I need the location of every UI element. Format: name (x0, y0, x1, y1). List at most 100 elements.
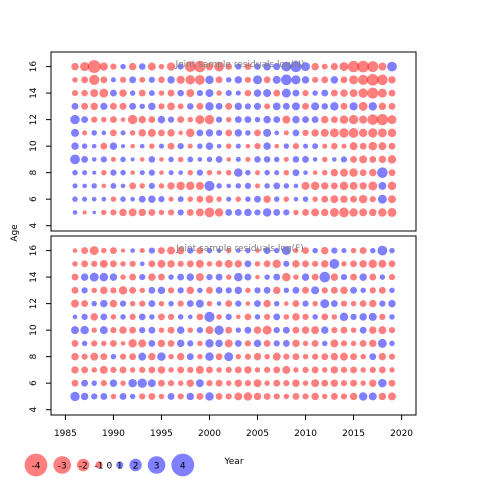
residual-bubble (273, 273, 281, 281)
residual-bubble (368, 102, 378, 111)
residual-bubble (264, 183, 270, 189)
residual-bubble (177, 103, 184, 110)
residual-bubble (291, 102, 300, 111)
residual-bubble (110, 353, 117, 360)
residual-bubble (341, 248, 347, 254)
residual-bubble (168, 274, 174, 280)
residual-bubble (350, 195, 358, 203)
residual-bubble (283, 393, 290, 400)
residual-bubble (187, 156, 194, 163)
residual-bubble (148, 195, 156, 203)
residual-bubble (340, 286, 348, 295)
residual-bubble (184, 61, 196, 72)
residual-bubble (187, 366, 194, 374)
residual-bubble (176, 326, 185, 334)
residual-bubble (139, 261, 145, 267)
residual-bubble (367, 61, 379, 73)
residual-bubble (157, 115, 166, 124)
residual-bubble (245, 301, 251, 306)
residual-bubble (321, 313, 329, 321)
residual-bubble (129, 273, 137, 281)
residual-bubble (322, 393, 328, 400)
residual-bubble (81, 340, 88, 347)
residual-bubble (283, 156, 289, 162)
residual-bubble (139, 273, 146, 281)
residual-bubble (100, 380, 107, 387)
residual-bubble (301, 273, 310, 281)
residual-bubble (214, 325, 224, 335)
residual-bubble (177, 89, 184, 97)
residual-bubble (82, 183, 87, 189)
residual-bubble (168, 353, 174, 360)
panel-frame (50, 51, 417, 232)
residual-bubble (388, 299, 396, 308)
residual-bubble (244, 326, 252, 334)
residual-bubble (350, 155, 358, 163)
residual-bubble (340, 300, 348, 307)
residual-bubble (215, 102, 223, 110)
residual-bubble (322, 156, 328, 163)
residual-bubble (273, 366, 281, 374)
residual-bubble (196, 169, 204, 176)
residual-bubble (339, 62, 349, 72)
residual-bubble (368, 312, 377, 321)
residual-bubble (350, 247, 357, 254)
residual-bubble (128, 339, 137, 348)
residual-bubble (388, 327, 396, 334)
y-axis-title: Age (10, 224, 20, 242)
residual-bubble (312, 300, 318, 307)
residual-bubble (234, 379, 243, 387)
residual-bubble (167, 246, 176, 255)
residual-bubble (177, 314, 184, 320)
residual-bubble (369, 299, 377, 308)
residual-bubble (312, 170, 318, 175)
residual-bubble (177, 300, 184, 307)
residual-bubble (71, 89, 79, 97)
residual-bubble (147, 379, 156, 388)
residual-bubble (119, 300, 127, 307)
residual-bubble (263, 339, 271, 347)
residual-bubble (254, 261, 261, 267)
residual-bubble (340, 102, 348, 110)
residual-bubble (147, 128, 156, 137)
legend-bubble (129, 458, 142, 472)
residual-bubble (255, 248, 260, 253)
residual-bubble (148, 90, 155, 97)
residual-bubble (283, 353, 290, 360)
residual-bubble (158, 273, 165, 281)
residual-bubble (158, 183, 165, 189)
residual-bubble (195, 208, 204, 217)
residual-bubble (263, 142, 271, 150)
legend-bubble (171, 453, 195, 477)
residual-bubble (254, 195, 261, 203)
residual-bubble (350, 366, 358, 374)
residual-bubble (157, 339, 166, 348)
residual-bubble (254, 367, 261, 373)
residual-bubble (245, 143, 251, 149)
residual-bubble (234, 272, 243, 282)
residual-bubble (119, 353, 127, 360)
residual-bubble (254, 156, 261, 163)
residual-bubble (157, 259, 166, 268)
residual-bubble (70, 154, 80, 165)
residual-bubble (330, 63, 338, 71)
residual-bubble (119, 102, 127, 110)
residual-bubble (262, 325, 272, 335)
residual-bubble (186, 209, 194, 216)
residual-bubble (215, 116, 223, 123)
residual-bubble (339, 181, 349, 191)
residual-bubble (119, 326, 127, 334)
residual-bubble (274, 143, 280, 149)
residual-bubble (195, 259, 204, 268)
residual-bubble (109, 339, 117, 347)
residual-bubble (148, 352, 156, 361)
residual-bubble (158, 196, 165, 203)
residual-bubble (273, 327, 280, 334)
residual-bubble (148, 102, 156, 111)
residual-bubble (234, 209, 242, 216)
residual-bubble (254, 287, 261, 294)
residual-bubble (302, 340, 309, 347)
residual-bubble (312, 143, 319, 150)
residual-bubble (177, 209, 184, 216)
residual-bubble (194, 60, 206, 73)
